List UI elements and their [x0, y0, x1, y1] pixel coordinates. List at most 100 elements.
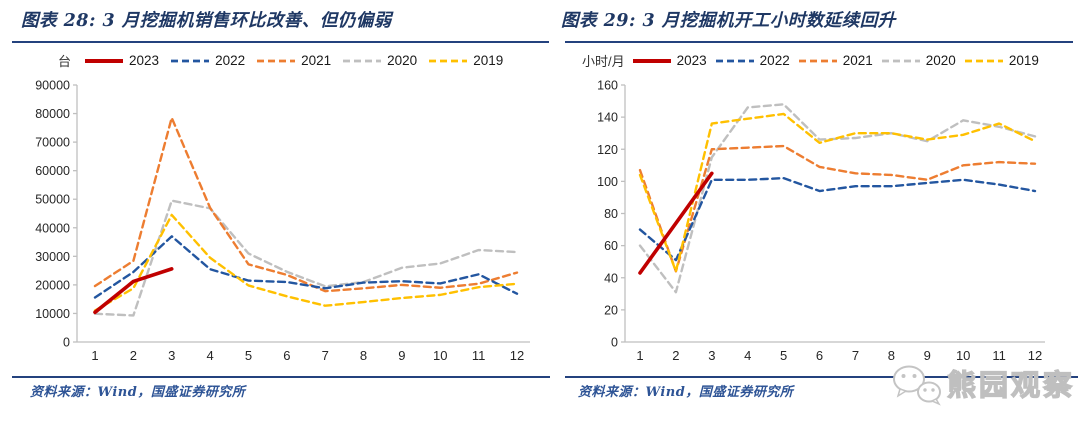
x-tick-label: 1: [91, 348, 98, 363]
wechat-icon: [893, 365, 941, 406]
x-tick-label: 6: [283, 348, 290, 363]
x-tick-label: 9: [398, 348, 405, 363]
legend-line-sample: [881, 59, 920, 62]
footer-divider: [565, 376, 1078, 378]
chart-panel-right: 图表 29: 3 月挖掘机开工小时数延续回升 小时/月 2023 2022 2021…: [540, 0, 1080, 431]
x-tick-label: 2: [672, 348, 679, 363]
footer-divider: [12, 376, 550, 378]
series-line-2023: [638, 171, 714, 275]
x-tick-label: 7: [322, 348, 329, 363]
x-tick-label: 5: [245, 348, 252, 363]
series-line-2022: [93, 235, 519, 299]
chart-legend: 2023 2022 2021 2020 2019: [632, 53, 1039, 68]
y-axis-unit-label: 小时/月: [582, 54, 625, 69]
legend-row: 台 2023 2022 2021 2020 2019: [0, 51, 540, 70]
legend-label: 2022: [759, 53, 790, 68]
line-chart: 0 10000 20000 30000 40000 50000 60000 70000 8000…: [35, 79, 530, 363]
series-line-2019: [638, 112, 1037, 273]
x-tick-label: 8: [888, 348, 895, 363]
legend-label: 2023: [129, 53, 160, 68]
legend-item-2020: 2020: [342, 53, 417, 68]
legend-item-2023: 2023: [84, 53, 159, 68]
x-tick-label: 4: [206, 348, 213, 363]
legend-item-2021: 2021: [798, 53, 873, 68]
legend-line-sample: [85, 58, 124, 63]
series-line-2020: [93, 199, 519, 317]
legend-label: 2020: [925, 53, 956, 68]
y-tick-label: 90000: [35, 79, 70, 93]
chart-title: 图表 28: 3 月挖掘机销售环比改善、但仍偏弱: [21, 11, 392, 31]
watermark: 熊园观察: [890, 364, 1075, 408]
legend-item-2021: 2021: [256, 53, 331, 68]
legend-line-sample: [798, 59, 837, 62]
y-tick-label: 80: [604, 207, 618, 221]
series-line-2021: [93, 116, 519, 293]
y-tick-label: 60000: [35, 164, 70, 178]
y-tick-label: 100: [597, 175, 618, 189]
y-tick-label: 50000: [35, 193, 70, 207]
x-tick-label: 10: [956, 348, 970, 363]
x-tick-label: 8: [360, 348, 367, 363]
legend-label: 2022: [215, 53, 246, 68]
y-tick-label: 20: [604, 303, 618, 317]
legend-line-sample: [171, 59, 210, 62]
x-tick-label: 12: [1028, 348, 1042, 363]
series-line-2022: [638, 176, 1037, 262]
source-note: 资料来源：Wind，国盛证券研究所: [578, 385, 794, 400]
x-tick-label: 3: [168, 348, 175, 363]
y-axis-unit-label: 台: [58, 54, 72, 69]
x-tick-label: 7: [852, 348, 859, 363]
y-tick-label: 10000: [35, 307, 70, 321]
chart-title: 图表 29: 3 月挖掘机开工小时数延续回升: [561, 11, 896, 31]
x-tick-label: 11: [472, 348, 486, 363]
legend-line-sample: [429, 59, 468, 62]
legend-label: 2021: [842, 53, 873, 68]
y-tick-label: 140: [597, 111, 618, 125]
y-tick-label: 120: [597, 143, 618, 157]
y-tick-label: 40000: [35, 221, 70, 235]
x-tick-label: 6: [816, 348, 823, 363]
chart-panel-left: 图表 28: 3 月挖掘机销售环比改善、但仍偏弱 台 2023 2022 2021 2…: [0, 11, 550, 400]
y-tick-label: 0: [63, 336, 70, 350]
legend-item-2022: 2022: [715, 53, 790, 68]
legend-row: 小时/月 2023 2022 2021 2020 2019: [540, 51, 1080, 70]
x-tick-label: 1: [636, 348, 643, 363]
legend-label: 2019: [473, 53, 504, 68]
x-tick-label: 11: [992, 348, 1006, 363]
y-tick-label: 160: [597, 79, 618, 93]
legend-line-sample: [632, 58, 671, 63]
y-tick-label: 0: [611, 336, 618, 350]
legend-line-sample: [343, 59, 382, 62]
legend-label: 2020: [387, 53, 418, 68]
x-tick-label: 5: [780, 348, 787, 363]
y-tick-label: 30000: [35, 250, 70, 264]
x-tick-label: 4: [744, 348, 751, 363]
x-tick-label: 10: [433, 348, 447, 363]
title-underline: [12, 41, 549, 44]
x-tick-label: 2: [130, 348, 137, 363]
title-underline: [565, 41, 1073, 44]
legend-item-2019: 2019: [428, 53, 503, 68]
series-line-2021: [638, 144, 1037, 273]
legend-label: 2023: [676, 53, 707, 68]
legend-line-sample: [715, 59, 754, 62]
y-tick-label: 60: [604, 239, 618, 253]
legend-line-sample: [257, 59, 296, 62]
x-tick-label: 9: [924, 348, 931, 363]
legend-line-sample: [964, 59, 1003, 62]
x-tick-label: 3: [708, 348, 715, 363]
y-tick-label: 40: [604, 271, 618, 285]
watermark-text: 熊园观察: [946, 369, 1076, 402]
x-tick-label: 12: [510, 348, 524, 363]
y-tick-label: 70000: [35, 136, 70, 150]
y-tick-label: 20000: [35, 278, 70, 292]
legend-item-2022: 2022: [170, 53, 245, 68]
y-tick-label: 80000: [35, 107, 70, 121]
series-line-2023: [93, 267, 174, 315]
legend-item-2020: 2020: [881, 53, 956, 68]
legend-label: 2019: [1008, 53, 1039, 68]
legend-label: 2021: [301, 53, 332, 68]
source-note: 资料来源：Wind，国盛证券研究所: [30, 385, 246, 400]
